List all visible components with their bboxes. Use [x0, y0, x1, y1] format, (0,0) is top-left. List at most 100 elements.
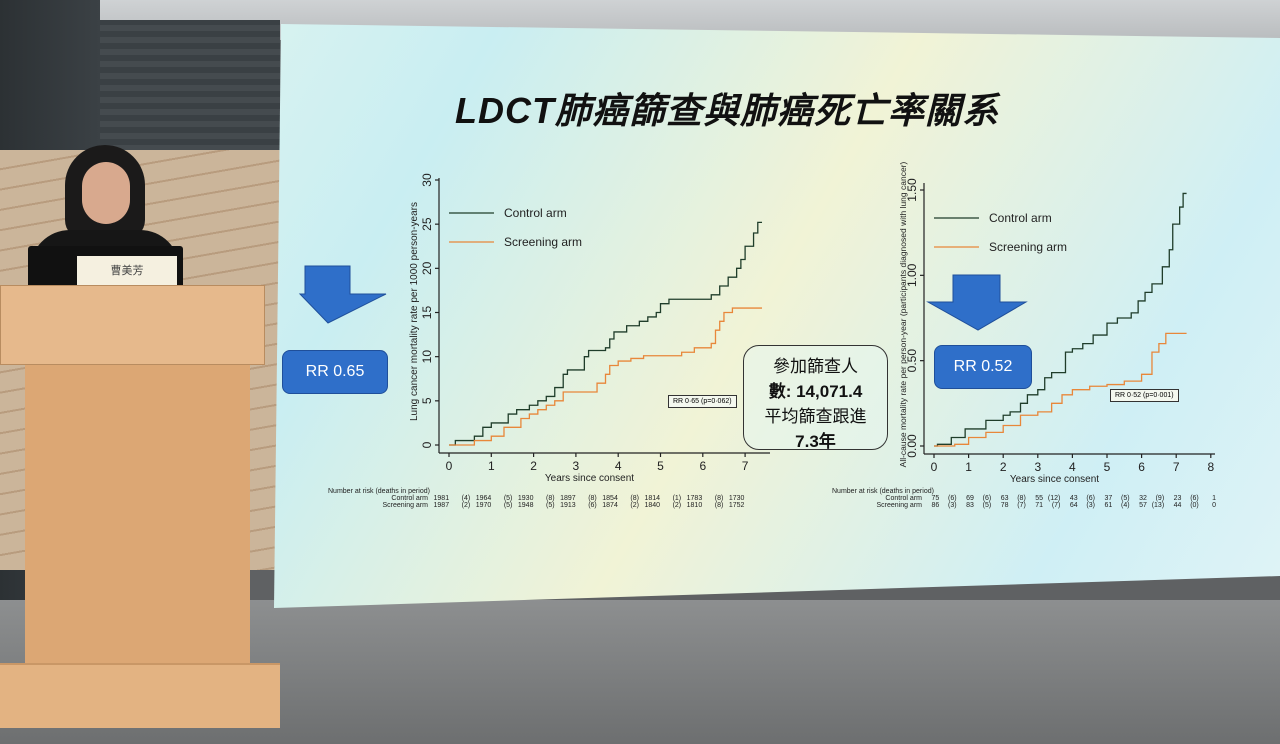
x-tick-label: 4 [615, 459, 622, 473]
series-line-screening [934, 332, 1187, 447]
y-axis-label: All-cause mortality rate per person-year… [898, 162, 908, 468]
risk-cell: (0) [1190, 502, 1199, 509]
risk-cell: (5) [982, 502, 992, 509]
risk-cell: (7) [1017, 502, 1026, 509]
risk-cell: (6) [1190, 495, 1199, 502]
risk-cell: 23 [1173, 495, 1182, 502]
annotation-left: RR 0·65 (p=0·062) [668, 395, 737, 408]
x-axis-label: Years since consent [1010, 474, 1099, 485]
risk-cell: 1810 [686, 502, 703, 509]
legend-label: Control arm [504, 206, 567, 220]
series-line-control [934, 192, 1187, 447]
rr-badge-right: RR 0.52 [934, 345, 1032, 389]
risk-cell: 86 [931, 502, 940, 509]
participants-note: 參加篩查人 數: 14,071.4 平均篩查跟進 7.3年 [743, 345, 888, 451]
legend-label: Screening arm [989, 240, 1067, 254]
risk-cell: 37 [1104, 495, 1113, 502]
risk-table-left: Number at risk (deaths in period) Control… [328, 488, 744, 509]
risk-table-title: Number at risk (deaths in period) [328, 488, 430, 495]
risk-cell: 1987 [433, 502, 450, 509]
risk-cell: (4) [1121, 502, 1130, 509]
risk-cell: 44 [1173, 502, 1182, 509]
note-line: 7.3年 [795, 432, 836, 451]
risk-cell: 1730 [728, 495, 745, 502]
x-tick-label: 4 [1069, 460, 1076, 474]
risk-cell: (5) [1121, 495, 1130, 502]
risk-cell: (5) [546, 502, 555, 509]
risk-cell: (2) [461, 502, 471, 509]
risk-cell: (13) [1151, 502, 1165, 509]
x-tick-label: 7 [742, 459, 749, 473]
risk-cell: (8) [630, 495, 639, 502]
risk-cell: 83 [966, 502, 974, 509]
risk-row-label: Screening arm [382, 502, 428, 509]
x-tick-label: 3 [573, 459, 580, 473]
risk-cell: (8) [714, 495, 724, 502]
risk-cell: (6) [982, 495, 992, 502]
risk-cell: 69 [966, 495, 974, 502]
y-tick-label: 0 [420, 441, 434, 448]
risk-cell: 1874 [602, 502, 618, 509]
y-tick-label: 15 [420, 306, 434, 320]
risk-cell: 1948 [517, 502, 534, 509]
risk-cell: (8) [588, 495, 597, 502]
note-line: 參加篩查人 [773, 357, 858, 376]
risk-cell: 0 [1212, 502, 1217, 509]
risk-cell: (12) [1047, 495, 1061, 502]
risk-cell: 57 [1139, 502, 1147, 509]
risk-cell: (3) [1086, 502, 1095, 509]
risk-table-row: Screening arm 86 (3) 83 (5) 78 (7) 71 (7) 64 (3) 61… [832, 502, 1216, 509]
risk-cell: (2) [672, 502, 682, 509]
slide-title: LDCT肺癌篩查與肺癌死亡率關系 [455, 90, 999, 131]
risk-cell: 63 [1000, 495, 1009, 502]
y-tick-label: 5 [420, 397, 434, 404]
x-tick-label: 7 [1173, 460, 1180, 474]
risk-row-label: Screening arm [876, 502, 922, 509]
risk-cell: 1783 [686, 495, 703, 502]
risk-row-label: Control arm [885, 495, 922, 502]
risk-cell: 55 [1035, 495, 1044, 502]
y-tick-label: 25 [420, 217, 434, 231]
series-line-control [449, 221, 763, 446]
risk-cell: 1814 [644, 495, 661, 502]
risk-cell: 1964 [475, 495, 492, 502]
x-tick-label: 5 [1104, 460, 1111, 474]
risk-table-title: Number at risk (deaths in period) [832, 488, 934, 495]
x-tick-label: 3 [1034, 460, 1041, 474]
y-tick-label: 0.50 [905, 349, 919, 373]
rr-badge-left: RR 0.65 [282, 350, 388, 394]
note-line: 平均篩查跟進 [764, 407, 867, 426]
y-tick-label: 30 [420, 173, 434, 187]
risk-cell: (8) [714, 502, 724, 509]
risk-cell: (8) [1017, 495, 1026, 502]
risk-cell: 75 [931, 495, 940, 502]
y-tick-label: 1.50 [905, 178, 919, 202]
risk-table-row: Control arm 1981 (4) 1964 (5) 1930 (8) 1897 (8) 1… [328, 495, 744, 502]
risk-cell: (7) [1051, 502, 1061, 509]
y-tick-label: 20 [420, 261, 434, 275]
y-tick-label: 0.00 [905, 434, 919, 458]
x-tick-label: 5 [657, 459, 664, 473]
risk-cell: (8) [546, 495, 555, 502]
risk-cell: (9) [1155, 495, 1165, 502]
risk-cell: 64 [1069, 502, 1078, 509]
x-tick-label: 6 [1138, 460, 1145, 474]
risk-cell: 61 [1104, 502, 1113, 509]
risk-cell: 1970 [475, 502, 492, 509]
risk-cell: (6) [1086, 495, 1095, 502]
risk-cell: (6) [588, 502, 597, 509]
risk-cell: (4) [461, 495, 471, 502]
note-line: 數: 14,071.4 [768, 382, 863, 401]
risk-cell: 1 [1212, 495, 1217, 502]
x-axis-label: Years since consent [545, 473, 634, 484]
annotation-right: RR 0·52 (p=0·001) [1110, 389, 1179, 402]
y-tick-label: 1.00 [905, 263, 919, 287]
risk-cell: (5) [503, 502, 513, 509]
arrow-down-icon [298, 265, 387, 324]
risk-cell: (5) [503, 495, 513, 502]
risk-cell: 32 [1139, 495, 1147, 502]
risk-cell: 71 [1035, 502, 1044, 509]
y-axis-label: Lung cancer mortality rate per 1000 pers… [409, 202, 420, 421]
legend-label: Screening arm [504, 235, 582, 249]
x-tick-label: 2 [530, 459, 537, 473]
